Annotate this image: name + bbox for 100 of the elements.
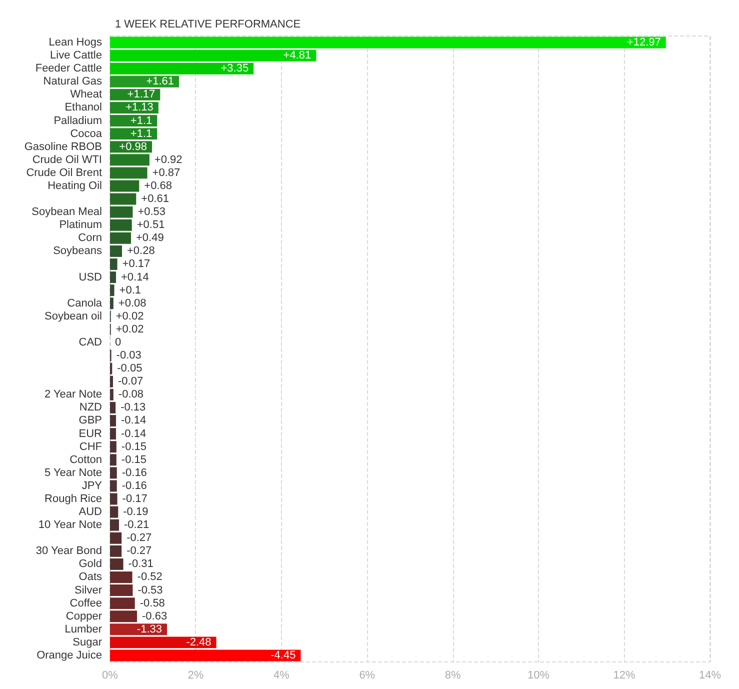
y-tick-label: Lumber bbox=[64, 623, 102, 636]
x-tick-label: 6% bbox=[359, 670, 376, 682]
data-label: +1.1 bbox=[130, 114, 152, 127]
y-tick-label: Wheat bbox=[70, 88, 102, 101]
data-label: -0.53 bbox=[138, 584, 163, 596]
data-label: -1.33 bbox=[136, 623, 162, 636]
data-label: -0.16 bbox=[122, 480, 147, 492]
data-label: +1.13 bbox=[126, 102, 154, 114]
bar bbox=[110, 76, 179, 88]
data-label: -0.14 bbox=[121, 414, 146, 427]
y-tick-label: Cotton bbox=[70, 454, 102, 466]
y-tick-label: Crude Oil WTI bbox=[32, 154, 102, 166]
data-label: -0.08 bbox=[118, 388, 144, 401]
y-tick-label: 2 Year Note bbox=[44, 388, 102, 401]
data-label: +0.17 bbox=[122, 258, 150, 270]
data-label: +0.08 bbox=[118, 297, 146, 310]
x-tick-label: 14% bbox=[698, 670, 722, 682]
data-label: +1.61 bbox=[146, 76, 174, 88]
y-tick-label: CHF bbox=[79, 440, 102, 453]
data-label: -0.17 bbox=[122, 492, 148, 505]
chart-title: 1 WEEK RELATIVE PERFORMANCE bbox=[115, 18, 301, 30]
data-label: -0.27 bbox=[126, 545, 152, 558]
data-label: -0.52 bbox=[137, 571, 162, 584]
x-tick-label: 2% bbox=[188, 670, 204, 682]
y-tick-label: Heating Oil bbox=[48, 180, 102, 192]
y-tick-label: Coffee bbox=[70, 597, 102, 610]
data-label: +0.28 bbox=[127, 245, 155, 258]
y-tick-label: Cocoa bbox=[70, 128, 103, 140]
data-label: -0.13 bbox=[120, 402, 146, 414]
data-label: +1.1 bbox=[130, 128, 152, 140]
x-tick-label: 10% bbox=[528, 670, 550, 682]
y-tick-label: GBP bbox=[78, 414, 102, 427]
data-label: -0.63 bbox=[142, 610, 168, 622]
y-tick-label: Natural Gas bbox=[43, 76, 102, 88]
y-tick-label: Corn bbox=[78, 232, 102, 244]
x-tick-label: 12% bbox=[613, 670, 636, 682]
y-tick-label: Canola bbox=[67, 297, 103, 310]
y-tick-label: Crude Oil Brent bbox=[26, 166, 102, 179]
y-tick-label: CAD bbox=[78, 336, 102, 348]
data-label: +12.97 bbox=[626, 36, 661, 49]
bar bbox=[110, 36, 666, 48]
y-tick-label: Lean Hogs bbox=[48, 36, 102, 49]
y-tick-label: Gasoline RBOB bbox=[24, 140, 102, 153]
data-label: -0.19 bbox=[123, 506, 148, 518]
y-tick-label: 5 Year Note bbox=[44, 466, 102, 479]
data-label: +4.81 bbox=[283, 50, 312, 62]
data-label: -0.27 bbox=[126, 532, 152, 544]
y-tick-label: Copper bbox=[66, 610, 102, 622]
data-label: +0.51 bbox=[136, 219, 165, 232]
y-tick-label: Sugar bbox=[72, 636, 102, 648]
y-tick-label: Gold bbox=[78, 558, 102, 570]
data-label: +0.92 bbox=[154, 154, 182, 166]
data-label: +0.02 bbox=[116, 310, 144, 322]
y-tick-label: Live Cattle bbox=[50, 50, 102, 62]
bar bbox=[110, 650, 301, 662]
data-label: -0.31 bbox=[128, 558, 154, 570]
data-label: +0.02 bbox=[116, 323, 144, 336]
y-tick-label: EUR bbox=[78, 428, 102, 440]
y-tick-label: Soybean Meal bbox=[32, 206, 102, 218]
data-label: -0.58 bbox=[140, 597, 165, 610]
data-label: +0.49 bbox=[136, 232, 164, 244]
data-label: +0.87 bbox=[152, 166, 180, 179]
x-tick-label: 0% bbox=[102, 670, 118, 682]
data-label: +0.68 bbox=[144, 180, 172, 192]
data-label: -2.48 bbox=[186, 636, 212, 648]
y-tick-label: Platinum bbox=[59, 219, 102, 232]
y-tick-label: Ethanol bbox=[64, 102, 102, 114]
y-tick-label: AUD bbox=[78, 506, 102, 518]
data-label: -0.16 bbox=[122, 466, 147, 479]
x-tick-label: 8% bbox=[444, 670, 462, 682]
y-tick-label: USD bbox=[78, 271, 102, 284]
data-label: -4.45 bbox=[270, 649, 296, 662]
y-tick-label: JPY bbox=[82, 480, 103, 492]
bar bbox=[110, 636, 216, 648]
y-tick-label: Rough Rice bbox=[44, 492, 102, 505]
y-tick-label: Feeder Cattle bbox=[35, 62, 102, 75]
data-label: -0.21 bbox=[124, 519, 150, 532]
data-label: +0.1 bbox=[119, 284, 142, 296]
data-label: +0.14 bbox=[121, 271, 149, 284]
y-tick-label: 10 Year Note bbox=[38, 519, 102, 532]
data-label: -0.07 bbox=[118, 376, 144, 388]
y-tick-label: Silver bbox=[74, 584, 102, 596]
y-tick-label: Orange Juice bbox=[36, 649, 102, 662]
data-label: -0.05 bbox=[117, 362, 142, 375]
data-label: +3.35 bbox=[220, 62, 249, 75]
data-label: -0.03 bbox=[116, 350, 142, 362]
y-tick-label: Soybean oil bbox=[44, 310, 102, 322]
y-tick-label: 30 Year Bond bbox=[36, 545, 102, 558]
y-tick-label: Palladium bbox=[54, 114, 102, 127]
data-label: -0.14 bbox=[121, 428, 146, 440]
data-label: +0.61 bbox=[141, 193, 169, 206]
data-label: +1.17 bbox=[127, 88, 156, 101]
data-label: -0.15 bbox=[121, 440, 147, 453]
data-label: +0.98 bbox=[119, 140, 147, 153]
data-label: -0.15 bbox=[121, 454, 147, 466]
y-tick-label: Soybeans bbox=[53, 245, 102, 258]
data-label: 0 bbox=[115, 336, 122, 348]
y-tick-label: Oats bbox=[78, 571, 102, 584]
x-tick-label: 4% bbox=[273, 670, 290, 682]
y-tick-label: NZD bbox=[79, 402, 102, 414]
